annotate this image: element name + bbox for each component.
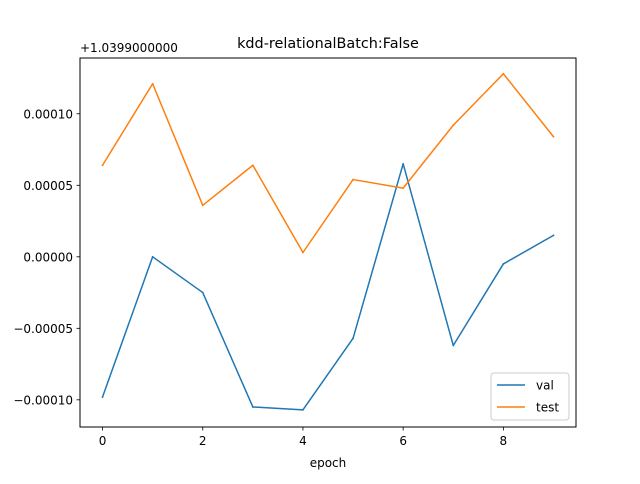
data-point-test-3 bbox=[251, 164, 254, 167]
data-point-test-2 bbox=[201, 204, 204, 207]
series-line-val bbox=[101, 163, 555, 411]
legend-label-test: test bbox=[536, 401, 559, 415]
data-point-test-1 bbox=[151, 82, 154, 85]
series-layer bbox=[101, 72, 555, 411]
data-point-val-0 bbox=[101, 396, 104, 398]
y-tick-label: −0.00005 bbox=[13, 322, 73, 336]
data-point-test-4 bbox=[302, 251, 304, 254]
data-point-val-3 bbox=[251, 406, 254, 408]
data-point-test-8 bbox=[502, 72, 505, 75]
x-axis: 0 2 4 6 8 bbox=[99, 427, 507, 448]
x-tick-label: 4 bbox=[299, 434, 307, 448]
y-axis: −0.00010 −0.00005 0.00000 0.00005 0.00010 bbox=[13, 107, 80, 407]
data-point-val-9 bbox=[552, 234, 555, 237]
y-tick-label: −0.00010 bbox=[13, 393, 73, 407]
data-point-val-5 bbox=[352, 337, 354, 340]
y-tick-label: 0.00000 bbox=[23, 250, 73, 264]
data-point-test-6 bbox=[402, 187, 405, 190]
y-tick-label: 0.00010 bbox=[23, 107, 73, 121]
y-offset-label: +1.0399000000 bbox=[80, 41, 178, 55]
series-line-test bbox=[101, 72, 555, 254]
x-axis-label: epoch bbox=[310, 456, 347, 470]
data-point-val-6 bbox=[402, 162, 405, 165]
data-point-test-7 bbox=[452, 124, 455, 127]
x-tick-label: 0 bbox=[99, 434, 107, 448]
data-point-val-4 bbox=[302, 408, 304, 411]
data-point-test-0 bbox=[101, 164, 104, 167]
legend-label-val: val bbox=[536, 379, 554, 393]
data-point-test-5 bbox=[352, 178, 354, 181]
plot-frame bbox=[79, 57, 577, 428]
x-tick-label: 8 bbox=[500, 434, 508, 448]
x-tick-label: 2 bbox=[199, 434, 207, 448]
data-point-val-2 bbox=[201, 291, 204, 294]
legend: val test bbox=[490, 372, 570, 421]
data-point-val-7 bbox=[452, 344, 455, 347]
data-point-test-9 bbox=[552, 135, 555, 138]
x-tick-label: 6 bbox=[399, 434, 407, 448]
data-point-val-1 bbox=[151, 255, 154, 258]
chart-title: kdd-relationalBatch:False bbox=[237, 36, 419, 52]
y-tick-label: 0.00005 bbox=[23, 179, 73, 193]
data-point-val-8 bbox=[502, 263, 505, 265]
